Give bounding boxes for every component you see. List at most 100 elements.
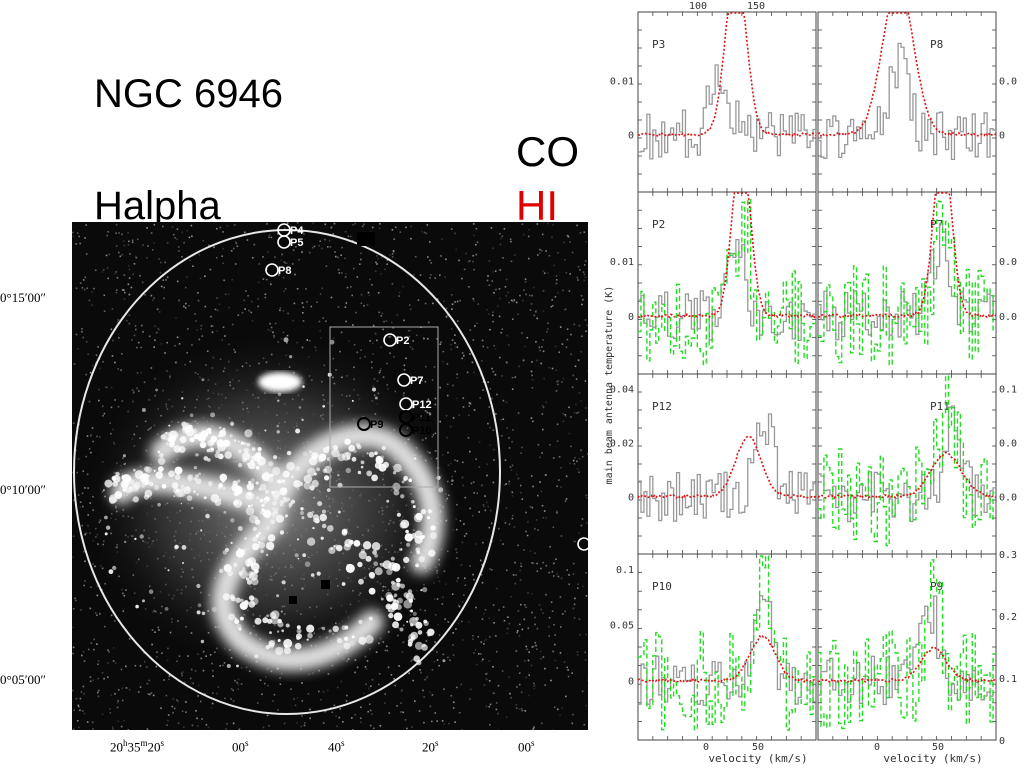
noise-dot [351, 294, 353, 297]
noise-dot [191, 724, 194, 727]
noise-dot [301, 715, 303, 717]
noise-dot [243, 231, 246, 234]
hii-knot [189, 413, 194, 417]
noise-dot [573, 411, 576, 414]
noise-dot [539, 456, 541, 459]
noise-dot [226, 225, 229, 227]
noise-dot [300, 725, 302, 728]
noise-dot [531, 387, 534, 389]
noise-dot [449, 425, 452, 428]
noise-dot [541, 346, 543, 348]
noise-dot [374, 332, 377, 335]
noise-dot [136, 372, 139, 374]
noise-dot [181, 256, 183, 258]
hii-knot [345, 467, 351, 474]
hii-knot [393, 612, 403, 621]
noise-dot [187, 655, 189, 657]
noise-dot [476, 322, 478, 325]
noise-dot [474, 325, 476, 327]
noise-dot [123, 289, 125, 291]
ytick-right: 0.1 [999, 674, 1017, 685]
noise-dot [556, 423, 559, 426]
noise-dot [458, 259, 460, 262]
hii-knot [348, 444, 356, 452]
noise-dot [505, 483, 507, 485]
hii-knot [193, 433, 200, 440]
noise-dot [385, 320, 388, 322]
hii-knot [267, 618, 273, 624]
noise-dot [81, 524, 83, 527]
noise-dot [519, 623, 521, 626]
noise-dot [513, 254, 516, 256]
noise-dot [351, 717, 353, 719]
noise-dot [562, 289, 564, 292]
noise-dot [530, 370, 533, 373]
noise-dot [577, 583, 579, 586]
hii-knot [276, 630, 280, 633]
noise-dot [344, 257, 346, 260]
hii-knot [265, 553, 269, 557]
hii-knot [249, 632, 252, 635]
noise-dot [511, 514, 514, 517]
noise-dot [339, 708, 341, 710]
noise-dot [72, 471, 74, 474]
noise-dot [175, 317, 177, 319]
noise-dot [379, 725, 382, 727]
noise-dot [502, 257, 504, 259]
noise-dot [109, 708, 111, 710]
noise-dot [438, 664, 440, 667]
noise-dot [577, 266, 580, 268]
noise-dot [319, 330, 321, 332]
noise-dot [526, 336, 529, 339]
hii-knot [332, 444, 339, 451]
noise-dot [216, 256, 218, 259]
noise-dot [531, 611, 533, 614]
noise-dot [258, 263, 261, 265]
hii-knot [272, 500, 278, 506]
noise-dot [216, 330, 218, 332]
hii-knot [374, 567, 383, 576]
hii-knot [277, 479, 281, 484]
noise-dot [540, 657, 542, 660]
noise-dot [316, 301, 318, 303]
noise-dot [92, 721, 94, 724]
hii-knot [395, 577, 401, 583]
noise-dot [368, 703, 371, 705]
noise-dot [375, 270, 377, 273]
x-axis-label-left: velocity (km/s) [708, 752, 807, 765]
hii-knot [285, 623, 290, 628]
noise-dot [402, 624, 405, 627]
noise-dot [431, 379, 434, 381]
noise-dot [535, 519, 538, 521]
noise-dot [505, 278, 508, 281]
noise-dot [403, 369, 406, 371]
noise-dot [505, 716, 508, 718]
noise-dot [98, 399, 100, 402]
noise-dot [144, 294, 146, 296]
noise-dot [352, 224, 354, 226]
hii-knot [241, 604, 245, 609]
hii-knot [241, 365, 244, 368]
hii-knot [373, 561, 379, 567]
hii-knot [405, 529, 409, 534]
noise-dot [340, 680, 343, 683]
hii-knot [393, 593, 398, 597]
noise-dot [176, 228, 179, 230]
noise-dot [262, 256, 264, 258]
noise-dot [485, 673, 487, 675]
noise-dot [178, 343, 181, 345]
noise-dot [443, 723, 445, 725]
noise-dot [533, 685, 536, 687]
hii-knot [203, 496, 207, 500]
noise-dot [116, 706, 119, 709]
noise-dot [216, 227, 218, 230]
noise-dot [116, 321, 119, 323]
noise-dot [303, 233, 305, 235]
hii-knot [321, 509, 327, 514]
hii-knot [180, 484, 185, 490]
noise-dot [86, 721, 89, 723]
hii-knot [291, 475, 294, 479]
noise-dot [514, 561, 516, 564]
spectra-frames: P30.010P80.00P20.010P70.00.0P120.040.020… [610, 1, 1017, 753]
noise-dot [506, 427, 508, 429]
